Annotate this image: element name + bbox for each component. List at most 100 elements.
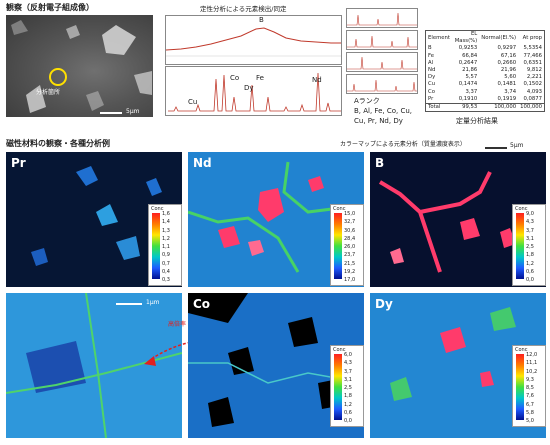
- legend-tick-label: 11,1: [526, 360, 538, 367]
- table-cell: 5,60: [504, 74, 517, 81]
- map-nd-label: Nd: [193, 156, 212, 170]
- legend-tick-label: 8,5: [526, 385, 534, 391]
- mini-spectrum-2: [346, 30, 418, 50]
- legend-tick-label: 28,4: [344, 235, 356, 242]
- table-cell: 66,84: [462, 52, 478, 59]
- legend-tick-label: 0,7: [162, 260, 170, 267]
- legend-colorbar: [516, 354, 524, 420]
- analysis-spot-marker: [49, 68, 67, 86]
- legend-tick-label: 4,3: [344, 360, 352, 367]
- table-cell: 4,093: [526, 88, 542, 95]
- table-cell: 0,2647: [458, 59, 478, 66]
- legend-tick-label: 9,3: [526, 376, 534, 383]
- table-cell: Co: [428, 88, 435, 95]
- map-nd-legend: Conc 15,0 32,7 30,6 28,4 26,0 23,7 21,5 19,2 17,…: [330, 204, 364, 286]
- quant-table-header: Element EL Mass(%) Normal(El.%) At prop: [426, 31, 544, 45]
- legend-title: Conc: [515, 347, 528, 353]
- legend-tick-label: 7,6: [526, 393, 534, 400]
- colormap-scale-label: 5μm: [510, 142, 524, 149]
- legend-tick-label: 1,4: [162, 219, 170, 226]
- legend-tick-label: 3,7: [344, 368, 352, 375]
- table-cell: Pr: [428, 95, 434, 102]
- mini-spectrum-3: [346, 52, 418, 72]
- table-cell: 0,1474: [458, 81, 478, 88]
- th-atprop: At prop: [522, 34, 542, 41]
- table-cell: 3,37: [465, 88, 478, 95]
- map-pr-legend: Conc 1,6 1,4 1,3 1,2 1,1 0,9 0,7 0,4 0,3: [148, 204, 182, 286]
- legend-colorbar: [152, 213, 160, 279]
- table-cell: 21,86: [462, 67, 478, 74]
- map-co-label: Co: [193, 297, 211, 311]
- peak-label-co: Co: [230, 74, 240, 82]
- legend-tick-label: 3,1: [344, 376, 352, 383]
- legend-colorbar: [516, 213, 524, 279]
- sem-scale-bar: [100, 112, 122, 114]
- table-cell: Al: [428, 59, 434, 66]
- quant-table: Element EL Mass(%) Normal(El.%) At prop …: [425, 30, 545, 113]
- legend-tick-label: 4,3: [526, 219, 534, 226]
- map-high-mag-texture: [6, 293, 182, 438]
- map-high-mag: 1μm: [6, 293, 182, 438]
- colormap-caption: カラーマップによる元素分析（質量濃度表示）: [340, 141, 466, 148]
- legend-tick-label: 0,0: [344, 418, 352, 424]
- sem-texture: [11, 20, 152, 113]
- legend-tick-label: 6,7: [526, 401, 534, 408]
- table-cell: 67,16: [500, 52, 517, 59]
- table-cell: Cu: [428, 81, 436, 88]
- table-cell: 100,000: [520, 104, 542, 111]
- legend-tick-label: 10,2: [526, 368, 538, 375]
- table-row: Nd 21,86 21,96 9,812: [426, 67, 544, 74]
- legend-tick-label: 2,5: [344, 385, 352, 391]
- table-row: Cu 0,1474 0,1481 0,1502: [426, 81, 544, 88]
- legend-tick-label: 0,3: [162, 277, 170, 283]
- map-dy: Dy Conc 12,0 11,1 10,2 9,3 8,5 7,6 6,7 5,8 5,0: [370, 293, 546, 438]
- legend-title: Conc: [515, 206, 528, 212]
- colormap-scale-bar: [485, 147, 507, 149]
- rank-title: Aランク: [354, 97, 380, 105]
- spectrum-lower: Co Fe Dy Cu Nd: [165, 66, 342, 116]
- legend-tick-label: 30,6: [344, 227, 356, 234]
- table-cell: 0,9297: [497, 45, 517, 52]
- sem-image: 分析箇所 5μm: [6, 15, 153, 117]
- legend-title: Conc: [151, 206, 164, 212]
- peak-label-cu: Cu: [188, 98, 198, 106]
- legend-tick-label: 32,7: [344, 219, 356, 226]
- table-row: Co 3,37 3,74 4,093: [426, 89, 544, 96]
- map-co: Co Conc 6,0 4,3 3,7 3,1 2,5 1,8 1,2 0,6 0,0: [188, 293, 364, 438]
- map-pr: Pr Conc 1,6 1,4 1,3 1,2 1,1 0,9 0,7 0,4 0,3: [6, 152, 182, 287]
- peak-label-fe: Fe: [256, 74, 264, 82]
- table-cell: Total: [428, 104, 441, 111]
- table-cell: 0,1502: [523, 81, 542, 88]
- table-row-total: Total 99,53 100,000 100,000: [426, 103, 544, 112]
- map-pr-label: Pr: [11, 156, 26, 170]
- section-title: 磁性材料の観察・各種分析例: [6, 139, 110, 148]
- table-cell: 100,000: [494, 104, 517, 111]
- map-b: B Conc 9,0 4,3 3,7 3,1 2,5 1,8 1,2 0,6 0,0: [370, 152, 546, 287]
- legend-tick-label: 12,0: [526, 352, 538, 358]
- legend-colorbar: [334, 213, 342, 279]
- table-cell: 0,1481: [497, 81, 517, 88]
- sem-scale-label: 5μm: [126, 108, 140, 115]
- table-cell: Nd: [428, 67, 436, 74]
- map-co-legend: Conc 6,0 4,3 3,7 3,1 2,5 1,8 1,2 0,6 0,0: [330, 345, 364, 427]
- legend-tick-label: 1,6: [162, 211, 170, 217]
- legend-tick-label: 6,0: [344, 352, 352, 358]
- table-cell: 9,812: [526, 67, 542, 74]
- high-mag-arrow-label: 高倍率: [168, 321, 187, 328]
- table-row: Al 0,2647 0,2660 0,6351: [426, 60, 544, 67]
- rank-elements-line2: Cu, Pr, Nd, Dy: [354, 117, 403, 125]
- table-row: B 0,9253 0,9297 5,5354: [426, 45, 544, 52]
- quant-caption: 定量分析結果: [456, 117, 498, 125]
- table-cell: 2,221: [526, 74, 542, 81]
- table-cell: 0,6351: [523, 59, 542, 66]
- legend-tick-label: 21,5: [344, 260, 356, 267]
- spectrum-upper: B: [165, 15, 342, 65]
- legend-tick-label: 0,6: [344, 409, 352, 416]
- th-normal: Normal(El.%): [481, 34, 517, 41]
- table-cell: 21,96: [500, 67, 517, 74]
- legend-tick-label: 1,2: [344, 401, 352, 408]
- th-mass: EL Mass(%): [454, 31, 478, 45]
- table-cell: B: [428, 45, 432, 52]
- table-cell: 99,53: [462, 104, 478, 111]
- legend-tick-label: 3,1: [526, 235, 534, 242]
